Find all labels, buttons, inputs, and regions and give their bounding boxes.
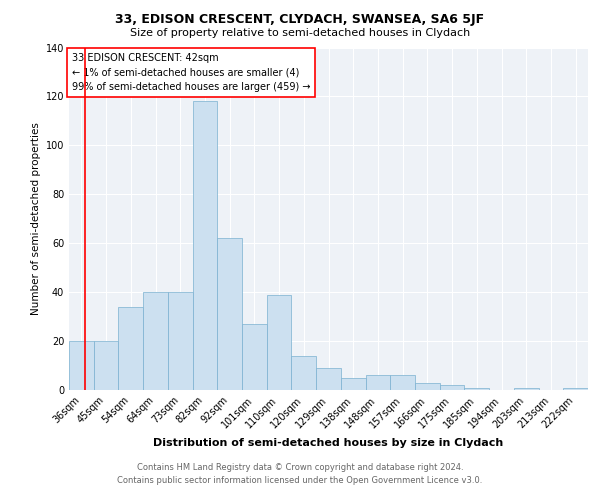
Bar <box>464 388 489 390</box>
Bar <box>193 102 217 390</box>
X-axis label: Distribution of semi-detached houses by size in Clydach: Distribution of semi-detached houses by … <box>154 438 503 448</box>
Bar <box>69 341 94 390</box>
Text: Contains public sector information licensed under the Open Government Licence v3: Contains public sector information licen… <box>118 476 482 485</box>
Bar <box>267 294 292 390</box>
Bar <box>514 388 539 390</box>
Bar <box>316 368 341 390</box>
Text: 33, EDISON CRESCENT, CLYDACH, SWANSEA, SA6 5JF: 33, EDISON CRESCENT, CLYDACH, SWANSEA, S… <box>115 12 485 26</box>
Bar <box>217 238 242 390</box>
Bar <box>341 378 365 390</box>
Bar <box>415 382 440 390</box>
Y-axis label: Number of semi-detached properties: Number of semi-detached properties <box>31 122 41 315</box>
Bar <box>118 307 143 390</box>
Text: Size of property relative to semi-detached houses in Clydach: Size of property relative to semi-detach… <box>130 28 470 38</box>
Text: Contains HM Land Registry data © Crown copyright and database right 2024.: Contains HM Land Registry data © Crown c… <box>137 462 463 471</box>
Bar <box>292 356 316 390</box>
Bar <box>365 376 390 390</box>
Bar <box>143 292 168 390</box>
Bar <box>390 376 415 390</box>
Bar <box>563 388 588 390</box>
Bar <box>242 324 267 390</box>
Text: 33 EDISON CRESCENT: 42sqm
← 1% of semi-detached houses are smaller (4)
99% of se: 33 EDISON CRESCENT: 42sqm ← 1% of semi-d… <box>71 52 310 92</box>
Bar <box>94 341 118 390</box>
Bar <box>440 385 464 390</box>
Bar <box>168 292 193 390</box>
